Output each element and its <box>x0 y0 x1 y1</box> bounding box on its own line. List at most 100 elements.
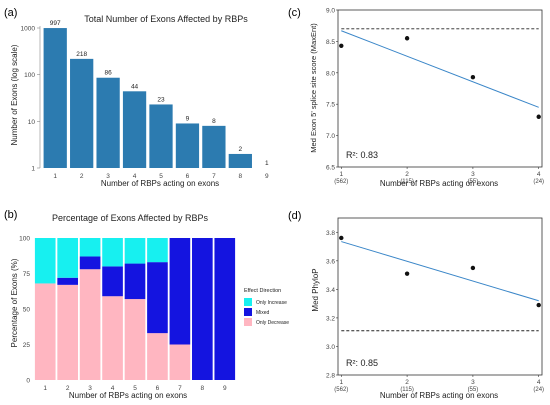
x-axis-label: Number of RBPs acting on exons <box>69 391 187 400</box>
data-label: 44 <box>131 83 139 90</box>
data-label: 9 <box>186 115 190 122</box>
x-tick-label: 4 <box>111 385 115 392</box>
x-tick-label: 4 <box>537 171 541 178</box>
x-tick-label: 4 <box>537 379 541 386</box>
legend-swatch <box>244 308 252 316</box>
y-tick-label: 10 <box>28 119 36 126</box>
bar-segment <box>169 344 191 380</box>
y-tick-label: 1 <box>31 166 35 173</box>
x-tick-label: 3 <box>88 385 92 392</box>
y-ticks: 1 10 100 1000 <box>21 26 40 173</box>
x-tick-label: 3 <box>471 171 475 178</box>
y-tick-label: 6.5 <box>326 165 335 172</box>
x-axis-label: Number of RBPs acting on exons <box>380 391 498 400</box>
r-squared-annotation: R²: 0.85 <box>346 358 378 368</box>
plot-area: 6.5 7.0 7.5 8.0 8.5 9.0 1(562) 2(115) 3(55) 4(24) <box>326 8 544 186</box>
bar-segment <box>57 277 78 285</box>
y-tick-label: 8.0 <box>326 70 335 77</box>
bar <box>202 125 226 168</box>
plot-frame <box>337 9 543 168</box>
x-ticks: 1 2 3 4 5 6 7 8 9 <box>43 385 227 392</box>
panel-label: (d) <box>288 210 301 222</box>
x-tick-label: 8 <box>201 385 205 392</box>
x-tick-label: 1 <box>43 385 47 392</box>
bar-segment <box>192 238 213 380</box>
y-tick-label: 7.0 <box>326 133 335 140</box>
bar <box>175 123 200 168</box>
panel-a-bar-chart: (a) Total Number of Exons Affected by RB… <box>4 7 269 188</box>
panel-label: (b) <box>4 209 17 221</box>
bar-segment <box>124 263 146 300</box>
x-tick-label: 5 <box>133 385 137 392</box>
data-point <box>339 235 344 241</box>
y-tick-label: 3.4 <box>326 287 335 294</box>
legend-label: Only Increase <box>256 300 287 306</box>
x-tick-label: 6 <box>156 385 160 392</box>
bar-segment <box>214 238 236 380</box>
panel-d-scatter-chart: (d) Med PhyloP Number of RBPs acting on … <box>288 210 544 400</box>
y-tick-label: 9.0 <box>326 8 335 15</box>
y-axis-label: Med PhyloP <box>311 268 320 311</box>
x-tick-label: 6 <box>186 173 190 180</box>
y-tick-label: 3.6 <box>326 258 335 265</box>
y-tick-label: 100 <box>19 236 30 243</box>
data-label: 1 <box>265 160 269 167</box>
bar <box>96 77 120 168</box>
bar-segment <box>79 269 101 380</box>
x-tick-sublabel: (115) <box>400 387 414 393</box>
y-tick-label: 100 <box>24 72 35 79</box>
x-tick-sublabel: (562) <box>334 179 348 185</box>
bar-segment <box>124 299 146 380</box>
bar-segment <box>147 333 168 380</box>
x-tick-label: 1 <box>53 173 57 180</box>
legend-swatch <box>244 298 252 306</box>
panel-c-scatter-chart: (c) Med Exon 5' splice site score (MaxEn… <box>288 7 544 188</box>
x-tick-label: 8 <box>239 173 243 180</box>
bar-segment <box>57 284 78 380</box>
legend: Effect Direction Only IncreaseMixedOnly … <box>244 288 289 326</box>
y-tick-label: 0 <box>26 378 30 385</box>
bar-segment <box>79 256 101 270</box>
x-tick-label: 7 <box>212 173 216 180</box>
x-tick-label: 4 <box>133 173 137 180</box>
r-squared-annotation: R²: 0.83 <box>346 150 378 160</box>
x-tick-label: 5 <box>159 173 163 180</box>
y-axis-label: Med Exon 5' splice site score (MaxEnt) <box>309 23 318 153</box>
panel-b-stacked-bar-chart: (b) Percentage of Exons Affected by RBPs… <box>4 209 289 400</box>
legend-title: Effect Direction <box>244 288 281 294</box>
x-ticks: 1 2 3 4 5 6 7 8 9 <box>53 173 269 180</box>
x-tick-label: 1 <box>339 171 343 178</box>
x-tick-sublabel: (24) <box>533 179 544 185</box>
data-label: 86 <box>104 70 112 77</box>
x-axis-label: Number of RBPs acting on exons <box>380 179 498 188</box>
x-axis-label: Number of RBPs acting on exons <box>101 179 219 188</box>
bar-segment <box>147 262 168 334</box>
x-tick-sublabel: (562) <box>334 387 348 393</box>
x-tick-label: 9 <box>265 173 269 180</box>
plot-area: 2.8 3.0 3.2 3.4 3.6 3.8 1(562) 2(115) 3(55) 4(24) <box>326 230 544 393</box>
plot-frame <box>337 217 543 376</box>
y-tick-label: 3.2 <box>326 315 335 322</box>
data-label: 997 <box>50 20 61 27</box>
y-tick-label: 25 <box>23 342 31 349</box>
fit-line <box>341 30 539 108</box>
y-tick-label: 2.8 <box>326 373 335 380</box>
bar-segment <box>34 238 56 284</box>
data-label: 23 <box>157 96 165 103</box>
x-tick-sublabel: (24) <box>533 387 544 393</box>
bar <box>122 91 147 168</box>
bar-segment <box>169 238 191 345</box>
y-axis-label: Percentage of Exons (%) <box>10 258 19 347</box>
x-tick-label: 2 <box>405 379 409 386</box>
y-tick-label: 75 <box>23 271 31 278</box>
data-label: 218 <box>76 51 87 58</box>
x-tick-label: 1 <box>339 379 343 386</box>
x-tick-sublabel: (55) <box>468 179 479 185</box>
data-point <box>536 302 541 308</box>
x-tick-label: 9 <box>223 385 227 392</box>
x-tick-label: 3 <box>106 173 110 180</box>
panel-label: (a) <box>4 7 17 19</box>
chart-title: Percentage of Exons Affected by RBPs <box>52 213 208 223</box>
bar <box>43 28 67 168</box>
